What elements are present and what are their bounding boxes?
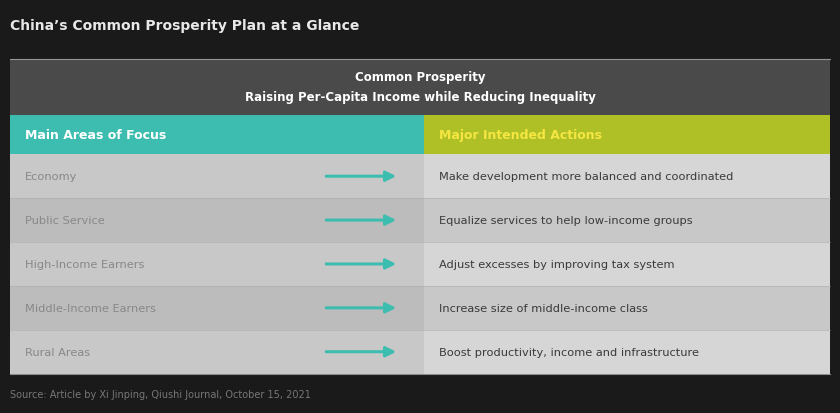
Bar xyxy=(10,60,830,116)
Text: Common Prosperity
Raising Per-Capita Income while Reducing Inequality: Common Prosperity Raising Per-Capita Inc… xyxy=(244,71,596,104)
Text: Boost productivity, income and infrastructure: Boost productivity, income and infrastru… xyxy=(439,347,700,357)
Bar xyxy=(424,330,830,374)
Text: Source: Article by Xi Jinping, Qiushi Journal, October 15, 2021: Source: Article by Xi Jinping, Qiushi Jo… xyxy=(10,389,311,399)
Bar xyxy=(424,199,830,242)
Bar xyxy=(10,330,424,374)
Text: High-Income Earners: High-Income Earners xyxy=(25,259,144,269)
Bar xyxy=(424,242,830,286)
Bar xyxy=(424,286,830,330)
Text: Main Areas of Focus: Main Areas of Focus xyxy=(25,129,166,142)
Bar xyxy=(10,242,424,286)
Bar xyxy=(424,116,830,155)
Bar xyxy=(424,155,830,199)
Bar xyxy=(10,155,424,199)
Text: Make development more balanced and coordinated: Make development more balanced and coord… xyxy=(439,172,733,182)
Text: Rural Areas: Rural Areas xyxy=(25,347,91,357)
Bar xyxy=(10,286,424,330)
Text: China’s Common Prosperity Plan at a Glance: China’s Common Prosperity Plan at a Glan… xyxy=(10,19,360,33)
Text: Adjust excesses by improving tax system: Adjust excesses by improving tax system xyxy=(439,259,675,269)
Text: Economy: Economy xyxy=(25,172,77,182)
Text: Middle-Income Earners: Middle-Income Earners xyxy=(25,303,156,313)
Bar xyxy=(10,116,424,155)
Bar xyxy=(10,199,424,242)
Text: Major Intended Actions: Major Intended Actions xyxy=(439,129,602,142)
Text: Increase size of middle-income class: Increase size of middle-income class xyxy=(439,303,648,313)
Text: Public Service: Public Service xyxy=(25,216,105,225)
Text: Equalize services to help low-income groups: Equalize services to help low-income gro… xyxy=(439,216,693,225)
